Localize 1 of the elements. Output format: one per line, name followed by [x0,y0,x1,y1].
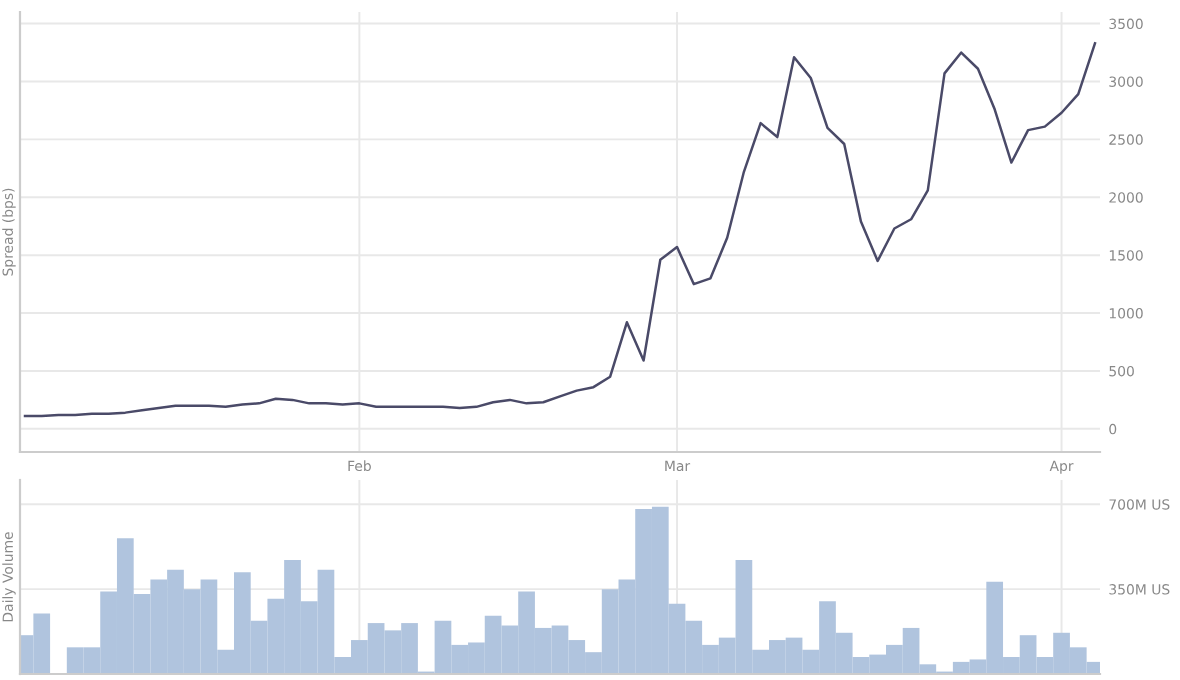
line-series [23,42,1097,418]
